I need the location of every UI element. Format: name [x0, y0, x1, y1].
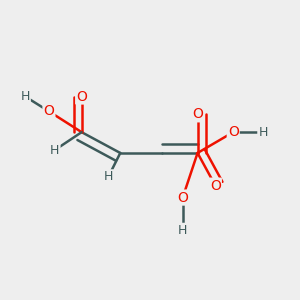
Text: H: H	[178, 224, 188, 237]
Text: O: O	[177, 190, 188, 205]
Text: O: O	[44, 104, 54, 118]
Text: O: O	[76, 89, 87, 103]
Text: H: H	[258, 126, 268, 139]
Text: O: O	[210, 179, 221, 193]
Text: H: H	[50, 143, 60, 157]
Text: O: O	[192, 107, 203, 121]
Text: O: O	[228, 125, 239, 139]
Text: H: H	[104, 170, 113, 183]
Text: H: H	[20, 90, 30, 103]
